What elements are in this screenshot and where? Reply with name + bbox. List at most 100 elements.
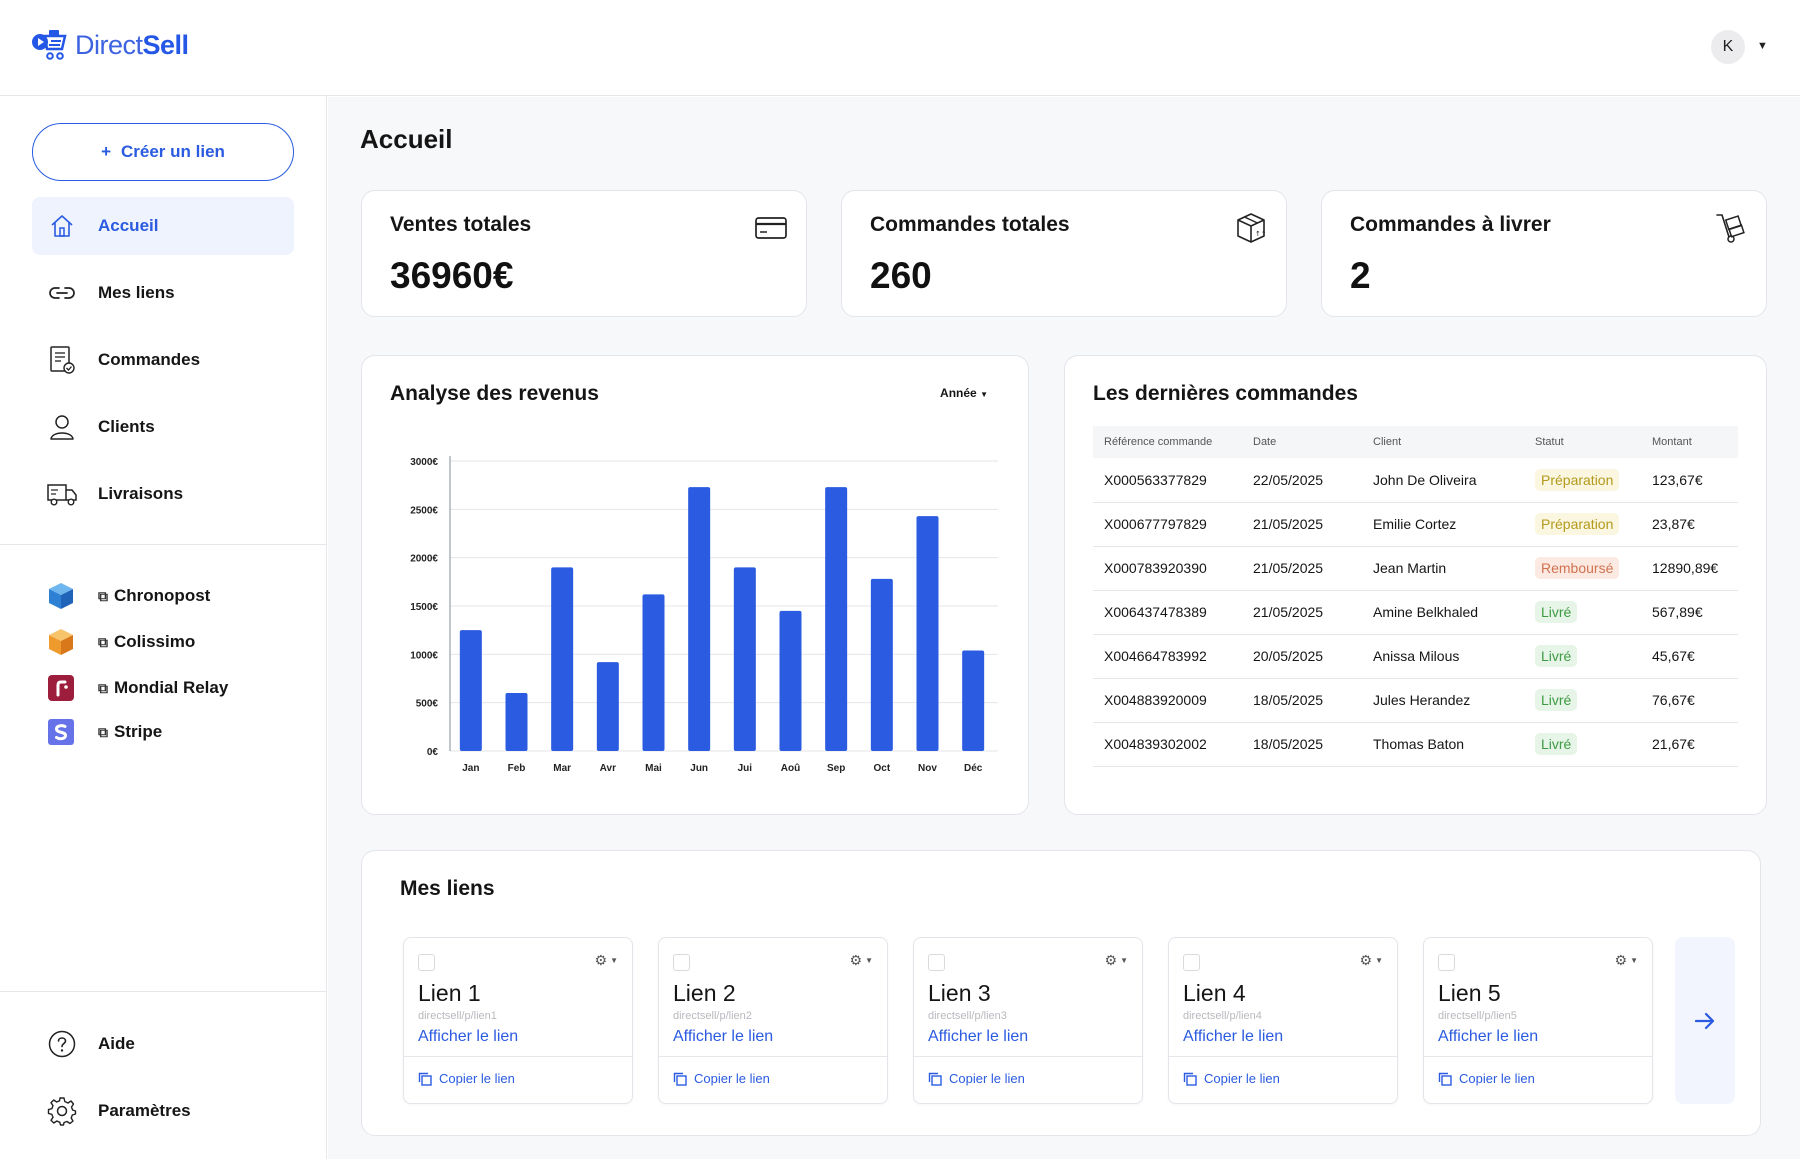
table-row[interactable]: X000563377829 22/05/2025 John De Oliveira P… <box>1093 458 1738 503</box>
avatar[interactable]: K <box>1711 30 1745 64</box>
copy-link-button[interactable]: Copier le lien <box>1438 1071 1535 1086</box>
table-row[interactable]: X006437478389 21/05/2025 Amine Belkhaled Li… <box>1093 590 1738 635</box>
copy-link-label: Copier le lien <box>949 1071 1025 1086</box>
x-tick-label: Mar <box>553 763 571 774</box>
link-card: ⚙ ▼ Lien 2 directsell/p/lien2 Afficher le li… <box>658 937 888 1104</box>
avatar-initial: K <box>1722 38 1734 55</box>
bar-Jun[interactable] <box>688 487 711 751</box>
package-icon: ↑↑ <box>1237 213 1267 243</box>
link-card: ⚙ ▼ Lien 4 directsell/p/lien4 Afficher le li… <box>1168 937 1398 1104</box>
create-link-button[interactable]: + Créer un lien <box>32 123 294 181</box>
copy-link-button[interactable]: Copier le lien <box>928 1071 1025 1086</box>
table-cell-client: Emilie Cortez <box>1362 502 1524 547</box>
copy-link-button[interactable]: Copier le lien <box>1183 1071 1280 1086</box>
copy-link-button[interactable]: Copier le lien <box>418 1071 515 1086</box>
table-cell-ref: X000677797829 <box>1093 502 1242 547</box>
link-name: Lien 5 <box>1438 980 1501 1006</box>
partner-link-mondial-relay[interactable]: ⧉ Mondial Relay <box>46 673 228 703</box>
bar-Nov[interactable] <box>916 516 939 751</box>
link-url: directsell/p/lien4 <box>1183 1010 1262 1022</box>
table-row[interactable]: X004883920009 18/05/2025 Jules Herandez Liv… <box>1093 678 1738 723</box>
arrow-right-icon <box>1694 1012 1715 1029</box>
stat-title: Commandes totales <box>870 213 1070 236</box>
bar-Oct[interactable] <box>870 578 893 751</box>
x-tick-label: Aoû <box>781 763 800 774</box>
column-header[interactable]: Référence commande <box>1093 426 1242 458</box>
table-cell-client: Amine Belkhaled <box>1362 590 1524 635</box>
link-settings-button[interactable]: ⚙ ▼ <box>1615 952 1638 969</box>
next-links-button[interactable] <box>1675 937 1735 1104</box>
x-tick-label: Sep <box>827 763 845 774</box>
sidebar-item-label: Mes liens <box>98 283 175 302</box>
show-link-button[interactable]: Afficher le lien <box>418 1028 519 1045</box>
link-checkbox[interactable] <box>418 954 435 971</box>
partner-link-colissimo[interactable]: ⧉ Colissimo <box>46 627 195 657</box>
link-card-divider <box>1169 1056 1397 1057</box>
link-settings-button[interactable]: ⚙ ▼ <box>595 952 618 969</box>
sidebar-item-aide[interactable]: Aide <box>32 1015 294 1073</box>
show-link-button[interactable]: Afficher le lien <box>928 1028 1029 1045</box>
column-header[interactable]: Montant <box>1641 426 1738 458</box>
link-url: directsell/p/lien3 <box>928 1010 1007 1022</box>
link-checkbox[interactable] <box>928 954 945 971</box>
sidebar-item-accueil[interactable]: Accueil <box>32 197 294 255</box>
sidebar-item-parametres[interactable]: Paramètres <box>32 1082 294 1140</box>
chevron-down-icon[interactable]: ▼ <box>1757 40 1768 52</box>
table-cell-status: Livré <box>1524 634 1641 679</box>
table-row[interactable]: X004839302002 18/05/2025 Thomas Baton Livré… <box>1093 722 1738 767</box>
partner-link-stripe[interactable]: ⧉ Stripe <box>46 717 162 747</box>
bar-Mar[interactable] <box>551 567 574 751</box>
partner-link-chronopost[interactable]: ⧉ Chronopost <box>46 581 210 611</box>
sidebar-item-label: Livraisons <box>98 484 184 503</box>
copy-icon <box>418 1072 432 1086</box>
show-link-button[interactable]: Afficher le lien <box>1183 1028 1284 1045</box>
link-checkbox[interactable] <box>1438 954 1455 971</box>
table-row[interactable]: X000677797829 21/05/2025 Emilie Cortez Prép… <box>1093 502 1738 547</box>
bar-Déc[interactable] <box>962 650 985 751</box>
table-cell-amount: 45,67€ <box>1641 634 1738 679</box>
link-settings-button[interactable]: ⚙ ▼ <box>1105 952 1128 969</box>
table-cell-ref: X004664783992 <box>1093 634 1242 679</box>
sidebar-item-commandes[interactable]: Commandes <box>32 331 294 389</box>
link-checkbox[interactable] <box>673 954 690 971</box>
bar-Mai[interactable] <box>642 594 665 751</box>
table-cell-ref: X004839302002 <box>1093 722 1242 767</box>
bar-Jui[interactable] <box>733 567 756 751</box>
table-cell-ref: X000563377829 <box>1093 458 1242 503</box>
revenue-bar-chart: 0€ 500€ 1000€ 1500€ 2000€ 2500€ 3000€ Jan Feb Mar… <box>410 456 998 774</box>
link-settings-button[interactable]: ⚙ ▼ <box>850 952 873 969</box>
sidebar-item-label: Accueil <box>98 216 159 235</box>
link-card-divider <box>404 1056 632 1057</box>
table-cell-amount: 23,87€ <box>1641 502 1738 547</box>
copy-icon <box>1438 1072 1452 1086</box>
sidebar-item-clients[interactable]: Clients <box>32 398 294 456</box>
stat-card-ventes: Ventes totales 36960€ <box>361 190 807 317</box>
app-logo[interactable]: DirectSell <box>31 28 189 62</box>
bar-Jan[interactable] <box>459 630 482 751</box>
column-header[interactable]: Date <box>1242 426 1362 458</box>
gear-icon: ⚙ <box>1614 952 1628 968</box>
show-link-button[interactable]: Afficher le lien <box>673 1028 774 1045</box>
bar-Sep[interactable] <box>825 487 848 751</box>
sidebar-item-livraisons[interactable]: Livraisons <box>32 465 294 523</box>
column-header[interactable]: Statut <box>1524 426 1641 458</box>
period-select-value: Année <box>940 386 977 400</box>
table-row[interactable]: X000783920390 21/05/2025 Jean Martin Rembou… <box>1093 546 1738 591</box>
bar-Feb[interactable] <box>505 693 528 751</box>
link-settings-button[interactable]: ⚙ ▼ <box>1360 952 1383 969</box>
link-icon <box>46 277 78 309</box>
link-checkbox[interactable] <box>1183 954 1200 971</box>
sidebar-item-label: Paramètres <box>98 1101 191 1120</box>
show-link-button[interactable]: Afficher le lien <box>1438 1028 1539 1045</box>
period-select[interactable]: Année ▼ <box>940 386 988 400</box>
bar-Aoû[interactable] <box>779 610 802 751</box>
sidebar-item-mes-liens[interactable]: Mes liens <box>32 264 294 322</box>
copy-link-label: Copier le lien <box>694 1071 770 1086</box>
table-row[interactable]: X004664783992 20/05/2025 Anissa Milous Livr… <box>1093 634 1738 679</box>
chevron-down-icon: ▼ <box>1375 956 1383 965</box>
stat-title: Commandes à livrer <box>1350 213 1551 236</box>
status-badge: Préparation <box>1535 513 1620 535</box>
copy-link-button[interactable]: Copier le lien <box>673 1071 770 1086</box>
column-header[interactable]: Client <box>1362 426 1524 458</box>
bar-Avr[interactable] <box>596 662 619 751</box>
